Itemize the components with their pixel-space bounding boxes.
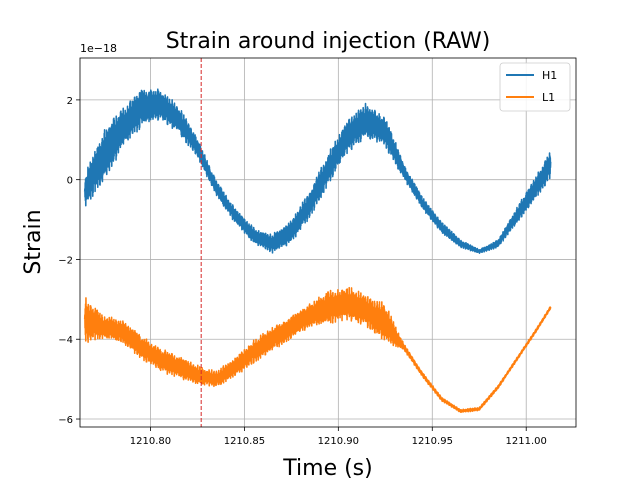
ticks: 1210.80 1210.85 1210.90 1210.95 1211.00 −6 −4 −… <box>58 96 547 447</box>
grid <box>80 58 576 427</box>
series-line-h1 <box>83 88 552 255</box>
x-tick-label: 1210.85 <box>224 436 265 447</box>
y-tick-label: 0 <box>67 176 73 187</box>
y-axis-label: Strain <box>21 209 46 274</box>
y-tick-label: −4 <box>58 335 73 346</box>
legend-label-h1: H1 <box>542 69 557 82</box>
x-axis-label: Time (s) <box>282 456 372 480</box>
y-axis-offset-label: 1e−18 <box>80 42 117 55</box>
x-tick-label: 1210.80 <box>130 436 171 447</box>
legend: H1 L1 <box>499 62 571 112</box>
y-tick-label: 2 <box>67 96 73 107</box>
x-tick-label: 1210.95 <box>412 436 453 447</box>
legend-box <box>499 62 571 112</box>
y-tick-label: −6 <box>58 415 73 426</box>
plot-area <box>83 58 552 427</box>
legend-label-l1: L1 <box>542 91 555 104</box>
series-line-l1 <box>83 286 552 414</box>
y-tick-label: −2 <box>58 255 73 266</box>
axes-frame <box>79 57 577 428</box>
x-tick-label: 1211.00 <box>506 436 547 447</box>
x-tick-label: 1210.90 <box>318 436 359 447</box>
chart-title: Strain around injection (RAW) <box>166 29 491 54</box>
